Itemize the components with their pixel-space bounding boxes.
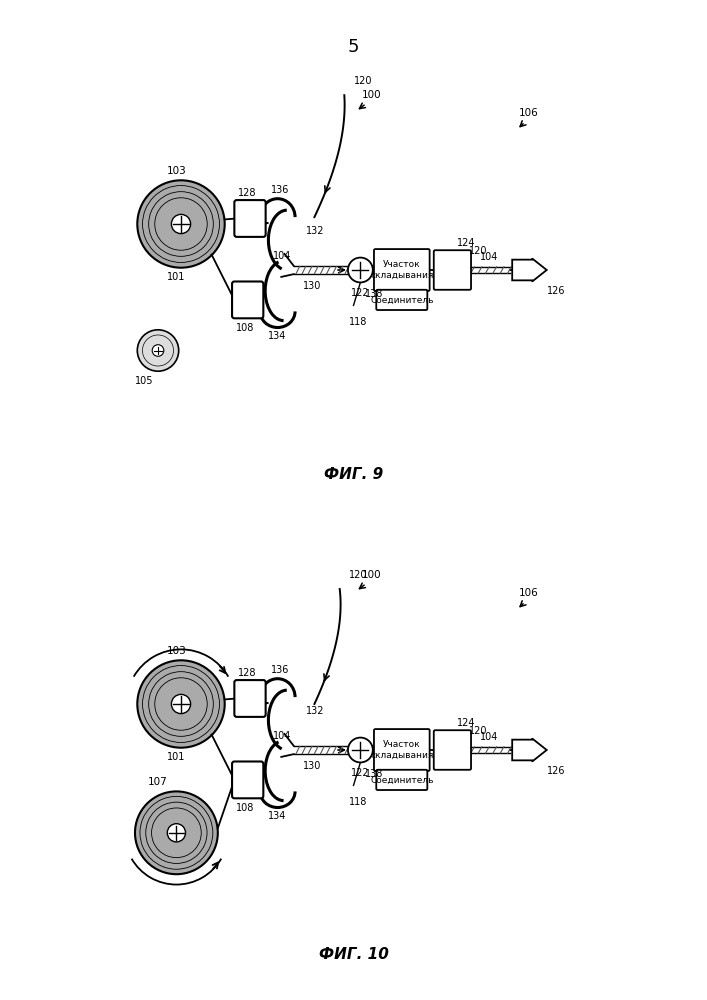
Text: 132: 132 bbox=[306, 706, 325, 716]
FancyBboxPatch shape bbox=[232, 282, 263, 318]
Text: 107: 107 bbox=[148, 777, 168, 787]
FancyBboxPatch shape bbox=[374, 729, 430, 771]
Text: 124: 124 bbox=[457, 238, 476, 248]
Circle shape bbox=[171, 214, 191, 234]
Text: 103: 103 bbox=[167, 166, 186, 176]
Circle shape bbox=[137, 180, 225, 268]
Text: 118: 118 bbox=[349, 317, 368, 327]
Text: 130: 130 bbox=[303, 281, 321, 291]
Circle shape bbox=[135, 791, 218, 874]
Text: 103: 103 bbox=[167, 646, 186, 656]
Text: 108: 108 bbox=[236, 803, 255, 813]
Text: 122: 122 bbox=[351, 288, 370, 298]
Text: 136: 136 bbox=[271, 665, 289, 675]
Text: 104: 104 bbox=[480, 732, 498, 742]
Text: 120: 120 bbox=[354, 76, 372, 86]
Text: 5: 5 bbox=[348, 38, 359, 56]
Text: 134: 134 bbox=[269, 811, 287, 821]
Text: ФИГ. 9: ФИГ. 9 bbox=[324, 467, 383, 482]
Circle shape bbox=[348, 738, 373, 762]
Text: 120: 120 bbox=[469, 246, 487, 256]
Text: Соединитель: Соединитель bbox=[370, 295, 433, 304]
Circle shape bbox=[168, 824, 185, 842]
Text: 138: 138 bbox=[365, 769, 383, 779]
Text: Участок
складывания: Участок складывания bbox=[370, 260, 433, 280]
Text: 101: 101 bbox=[168, 272, 186, 282]
FancyBboxPatch shape bbox=[434, 730, 471, 770]
Text: 106: 106 bbox=[518, 588, 538, 598]
Circle shape bbox=[171, 694, 191, 714]
Text: 130: 130 bbox=[303, 761, 321, 771]
FancyBboxPatch shape bbox=[234, 200, 266, 237]
Polygon shape bbox=[512, 738, 547, 762]
Text: 120: 120 bbox=[349, 570, 368, 580]
FancyBboxPatch shape bbox=[376, 290, 427, 310]
Text: ФИГ. 10: ФИГ. 10 bbox=[319, 947, 388, 962]
Circle shape bbox=[137, 330, 179, 371]
Text: 105: 105 bbox=[135, 376, 153, 386]
Text: 100: 100 bbox=[362, 90, 382, 100]
Text: 128: 128 bbox=[238, 668, 257, 678]
Circle shape bbox=[348, 258, 373, 282]
Text: 126: 126 bbox=[547, 286, 565, 296]
Text: 106: 106 bbox=[518, 108, 538, 118]
Circle shape bbox=[137, 660, 225, 748]
Text: 132: 132 bbox=[306, 226, 325, 235]
Text: 104: 104 bbox=[480, 252, 498, 262]
Text: 138: 138 bbox=[365, 289, 383, 299]
Text: 122: 122 bbox=[351, 768, 370, 778]
Text: 136: 136 bbox=[271, 185, 289, 195]
Text: 128: 128 bbox=[238, 188, 257, 198]
Text: 104: 104 bbox=[273, 731, 291, 741]
FancyBboxPatch shape bbox=[376, 770, 427, 790]
Text: 134: 134 bbox=[269, 331, 287, 341]
Text: 120: 120 bbox=[469, 726, 487, 736]
Text: 101: 101 bbox=[168, 752, 185, 762]
Text: 104: 104 bbox=[273, 251, 291, 261]
FancyBboxPatch shape bbox=[234, 680, 266, 717]
FancyBboxPatch shape bbox=[374, 249, 430, 291]
Text: 118: 118 bbox=[349, 797, 368, 807]
Text: 126: 126 bbox=[547, 766, 565, 776]
Text: 124: 124 bbox=[457, 718, 476, 728]
Polygon shape bbox=[512, 258, 547, 282]
FancyBboxPatch shape bbox=[232, 762, 263, 798]
Circle shape bbox=[152, 345, 164, 356]
FancyBboxPatch shape bbox=[434, 250, 471, 290]
Text: Соединитель: Соединитель bbox=[370, 775, 433, 784]
Text: 100: 100 bbox=[362, 570, 382, 580]
Text: Участок
складывания: Участок складывания bbox=[370, 740, 433, 760]
Text: 108: 108 bbox=[236, 323, 255, 333]
